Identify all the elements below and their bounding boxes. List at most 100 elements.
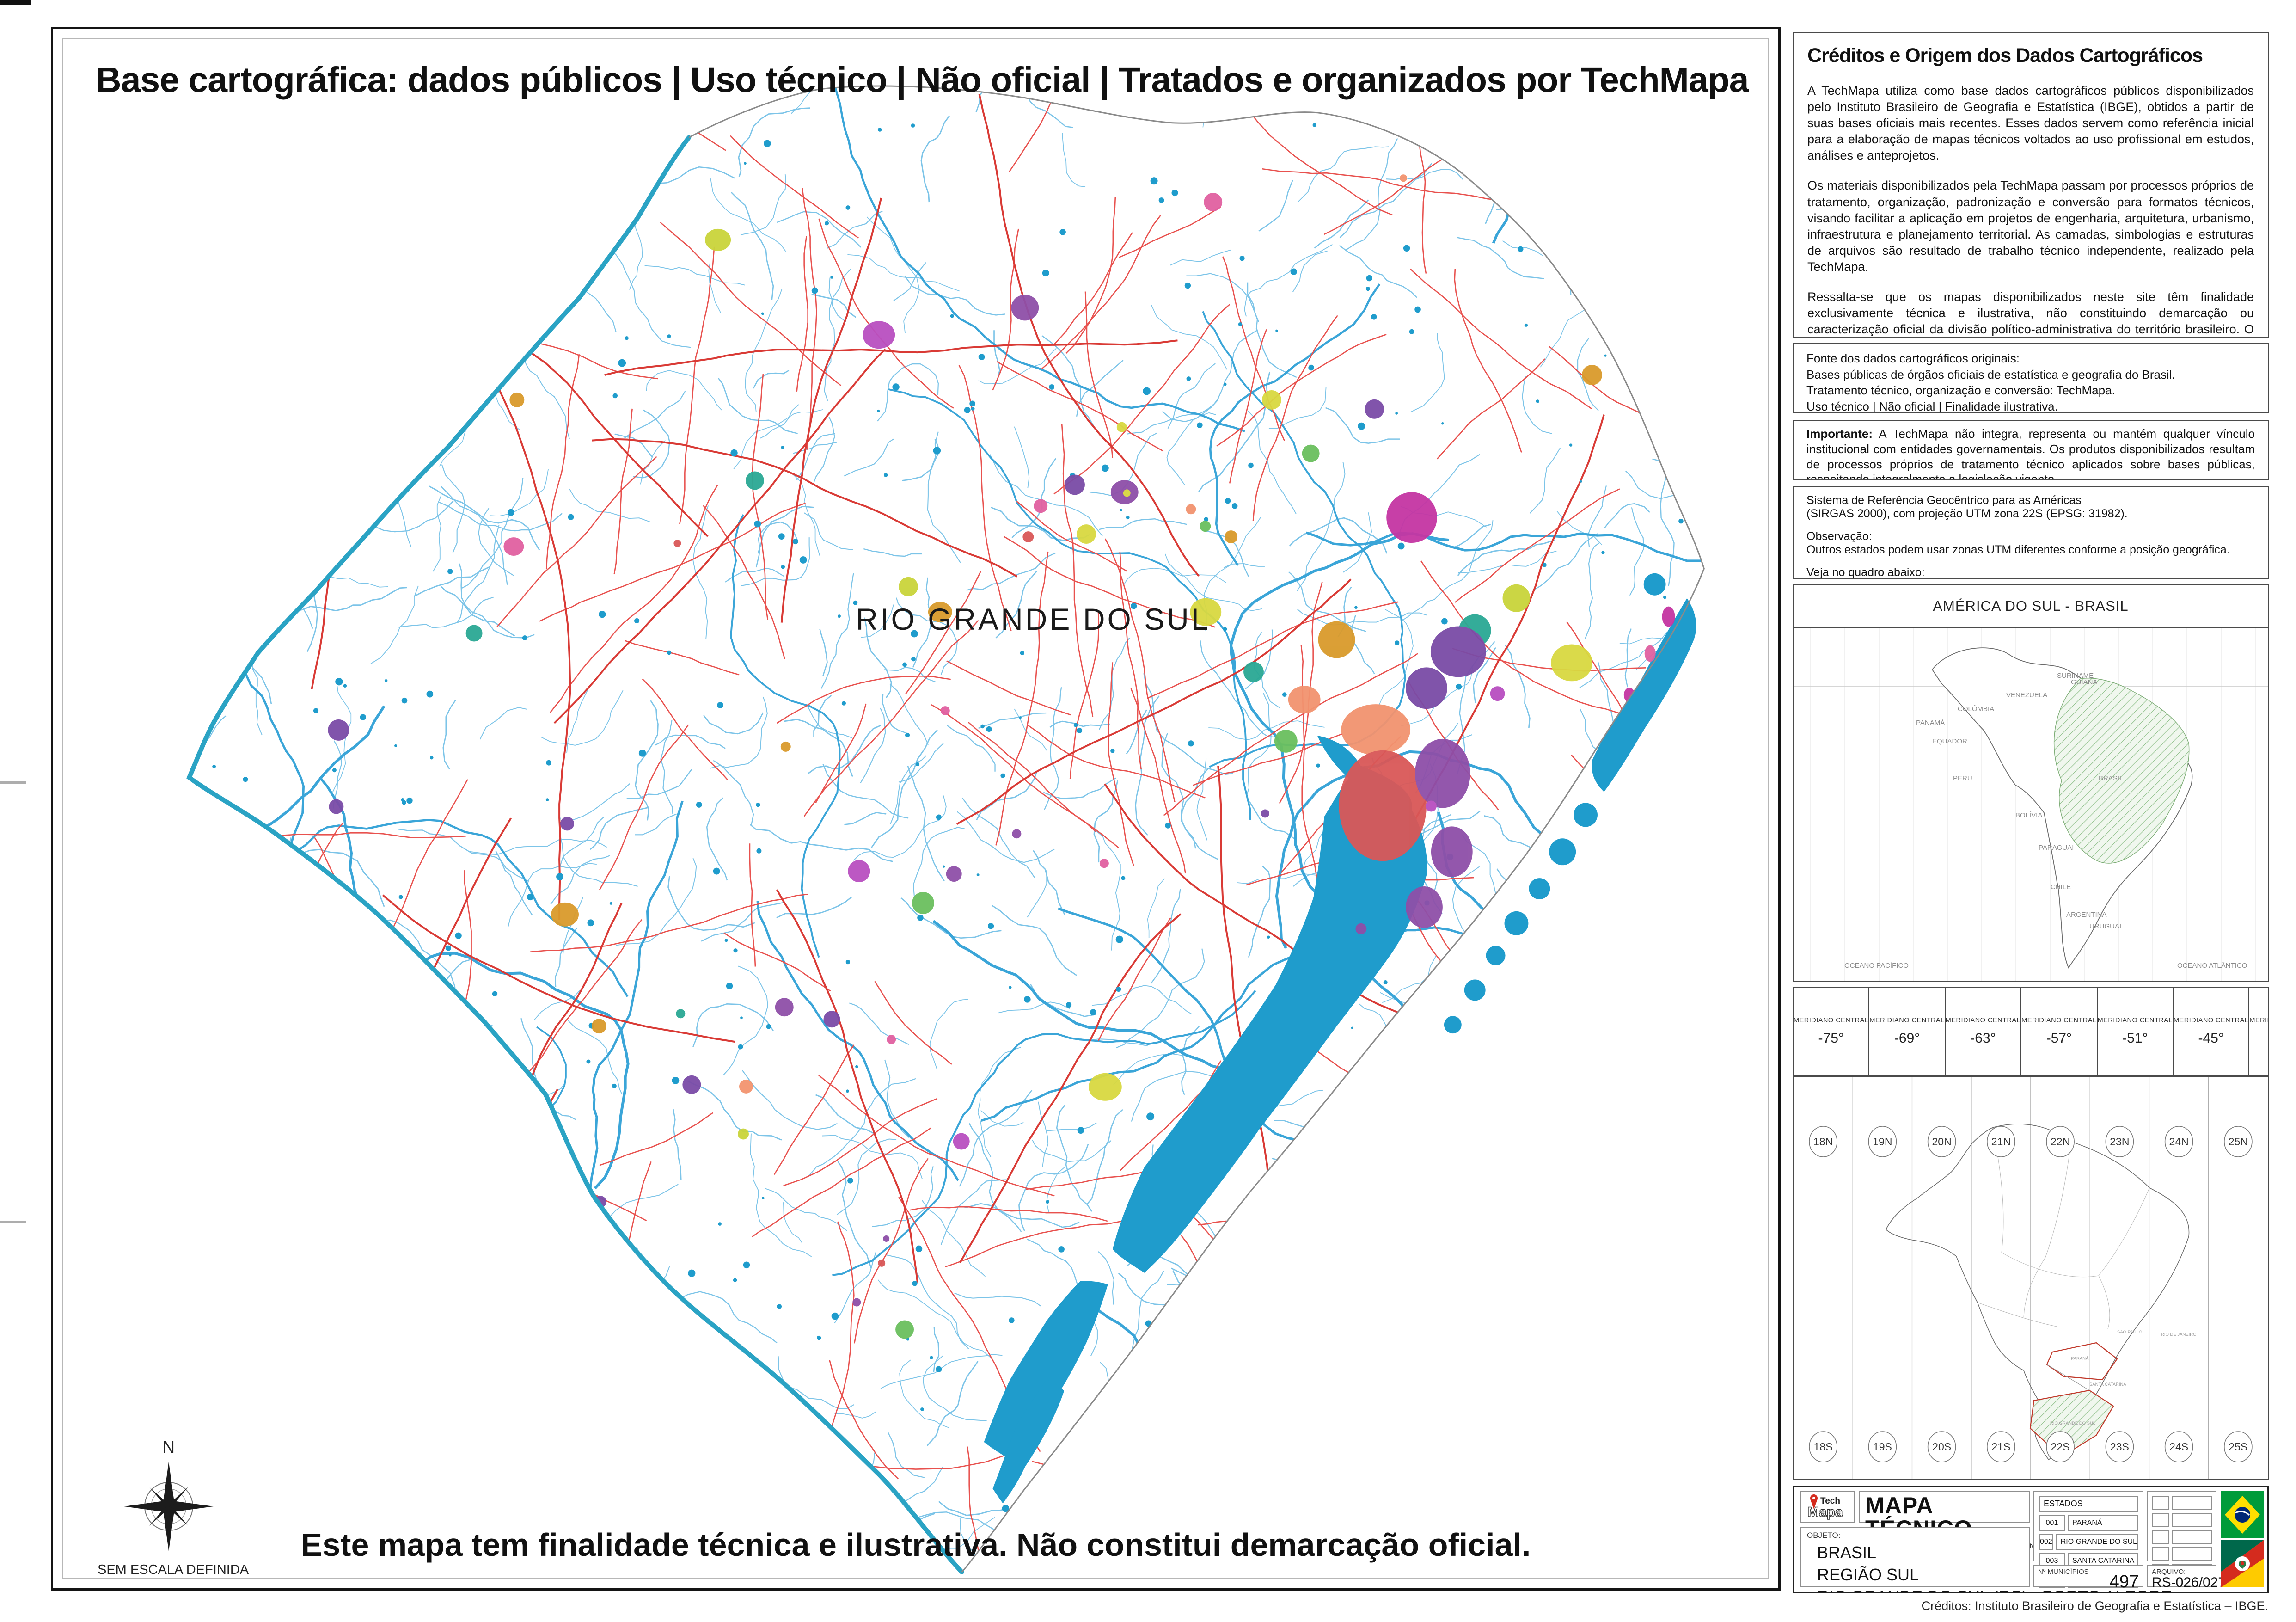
state-label: SÃO PAULO <box>2117 1330 2142 1335</box>
state-label: RIO GRANDE DO SUL <box>2050 1421 2095 1426</box>
estado-name: RIO GRANDE DO SUL <box>2056 1534 2138 1550</box>
objeto-label: OBJETO: <box>1807 1531 1841 1540</box>
source-line: Fonte dos dados cartográficos originais: <box>1806 351 2020 365</box>
utm-zone-label: 20S <box>1932 1441 1951 1453</box>
svg-text:Tech: Tech <box>1820 1496 1840 1506</box>
south-america-title: AMÉRICA DO SUL - BRASIL <box>1794 585 2268 628</box>
empty-cell <box>2172 1547 2212 1561</box>
reference-panel: Sistema de Referência Geocêntrico para a… <box>1793 486 2269 579</box>
estados-header: ESTADOS <box>2039 1496 2138 1512</box>
credits-paragraph: A TechMapa utiliza como base dados carto… <box>1807 84 2254 163</box>
empty-cell <box>2152 1496 2169 1510</box>
credits-paragraphs: A TechMapa utiliza como base dados carto… <box>1807 83 2254 337</box>
utm-zone-label: 18N <box>1813 1136 1833 1148</box>
objeto-box: OBJETO: BRASIL REGIÃO SUL RIO GRANDE DO SU… <box>1800 1527 2172 1592</box>
empty-cell <box>2172 1496 2212 1510</box>
estados-row: 002 RIO GRANDE DO SUL <box>2039 1534 2138 1550</box>
brazil-flag <box>2221 1491 2264 1538</box>
utm-meridian-cell: MERIDIANO CENTRAL-39° <box>2249 988 2268 1075</box>
country-label: CHILE <box>2051 883 2071 891</box>
map-pin-icon: Tech Mapa <box>1807 1494 1843 1520</box>
estados-extra-row <box>2152 1496 2212 1510</box>
south-america-panel: AMÉRICA DO SUL - BRASIL PANAMÁ VENEZUELA C… <box>1793 584 2269 982</box>
objeto-line: REGIÃO SUL <box>1817 1565 1919 1584</box>
country-label: BOLÍVIA <box>2015 811 2042 819</box>
credits-paragraph: Ressalta-se que os mapas disponibilizado… <box>1807 290 2254 337</box>
title-block: Tech Mapa MAPA TÉCNICO Contato: contato@… <box>1793 1486 2269 1593</box>
utm-zone-label: 22S <box>2051 1441 2070 1453</box>
country-label: EQUADOR <box>1932 737 1967 745</box>
utm-meridian-cell: MERIDIANO CENTRAL -51° <box>2098 988 2174 1075</box>
municipios-value: 497 <box>2109 1572 2139 1591</box>
country-label: ARGENTINA <box>2066 911 2107 919</box>
state-label: RIO DE JANEIRO <box>2161 1332 2197 1337</box>
country-label: PANAMÁ <box>1916 719 1945 727</box>
state-border-north-coast <box>688 85 1705 1573</box>
reference-line: (SIRGAS 2000), com projeção UTM zona 22S… <box>1806 507 2128 520</box>
utm-meridian-cell: MERIDIANO CENTRAL -45° <box>2174 988 2250 1075</box>
utm-meridian-label: MERIDIANO CENTRAL <box>1945 1017 2021 1024</box>
utm-meridian-label: MERIDIANO CENTRAL <box>2021 1017 2097 1024</box>
observation-label: Observação: <box>1806 530 1872 543</box>
country-label: OCEANO ATLÂNTICO <box>2177 962 2247 970</box>
source-line: Uso técnico | Não oficial | Finalidade i… <box>1806 399 2058 413</box>
banner-title: Base cartográfica: dados públicos | Uso … <box>96 60 1749 100</box>
scale-note: SEM ESCALA DEFINIDA <box>98 1562 249 1577</box>
source-panel: Fonte dos dados cartográficos originais:… <box>1793 343 2269 413</box>
important-text: Importante: A TechMapa não integra, repr… <box>1806 427 2255 480</box>
country-label: GUIANA <box>2071 678 2098 686</box>
utm-zone-label: 24N <box>2169 1136 2189 1148</box>
utm-meridian-label: MERIDIANO CENTRAL <box>2097 1017 2173 1024</box>
svg-text:Mapa: Mapa <box>1807 1505 1843 1520</box>
estados-extra-column <box>2147 1491 2216 1578</box>
utm-zones-panel: MERIDIANO CENTRAL -75° MERIDIANO CENTRAL -6… <box>1793 987 2269 1480</box>
see-below-text: Veja no quadro abaixo: <box>1806 566 1925 579</box>
utm-zone-label: 24S <box>2169 1441 2188 1453</box>
utm-zone-label: 18S <box>1814 1441 1833 1453</box>
registration-mark <box>0 0 31 5</box>
utm-zone-label: 23N <box>2110 1136 2129 1148</box>
map-state-label: RIO GRANDE DO SUL <box>856 602 1211 636</box>
main-map-inner-border <box>62 38 1769 1579</box>
compass-north-label: N <box>163 1438 175 1456</box>
brazil-zones-map: SÃO PAULO RIO DE JANEIRO PARANÁ SANTA CATAR… <box>1809 1077 2253 1479</box>
credits-paragraph: Os materiais disponibilizados pela TechM… <box>1807 178 2254 274</box>
utm-meridian-label: MERIDIANO CENTRAL <box>1794 1017 1869 1024</box>
source-line: Tratamento técnico, organização e conver… <box>1806 383 2115 398</box>
country-label: SURINAME <box>2057 672 2094 680</box>
country-label: COLÔMBIA <box>1958 705 1994 713</box>
country-label: OCEANO PACÍFICO <box>1844 962 1909 970</box>
utm-meridian-cell: MERIDIANO CENTRAL -75° <box>1794 988 1870 1075</box>
utm-meridian-row: MERIDIANO CENTRAL -75° MERIDIANO CENTRAL -6… <box>1794 988 2268 1077</box>
empty-cell <box>2152 1547 2169 1561</box>
utm-meridian-cell: MERIDIANO CENTRAL -69° <box>1869 988 1946 1075</box>
compass-rose-icon <box>124 1462 214 1551</box>
utm-meridian-value: -63° <box>1970 1031 1996 1046</box>
main-map-frame: Base cartográfica: dados públicos | Uso … <box>51 27 1781 1591</box>
bottom-statement: Este mapa tem finalidade técnica e ilust… <box>300 1527 1531 1563</box>
coastal-lagoons <box>984 573 1696 1504</box>
estado-name: PARANÁ <box>2068 1515 2138 1531</box>
empty-cell <box>2152 1530 2169 1544</box>
utm-zone-label: 20N <box>1932 1136 1952 1148</box>
estados-row: 001 PARANÁ <box>2039 1515 2138 1531</box>
utm-zone-label: 21S <box>1991 1441 2010 1453</box>
utm-zone-label: 21N <box>1991 1136 2011 1148</box>
techmapa-logo: Tech Mapa <box>1800 1491 1855 1523</box>
estado-code: 002 <box>2039 1534 2053 1550</box>
municipios-label: Nº MUNICÍPIOS <box>2038 1568 2089 1576</box>
estados-extra-row <box>2152 1530 2212 1544</box>
country-label: VENEZUELA <box>2006 691 2047 699</box>
rio-grande-do-sul-flag <box>2221 1540 2264 1587</box>
arquivo-value: RS-026/027 <box>2152 1575 2226 1590</box>
credits-heading: Créditos e Origem dos Dados Cartográfico… <box>1807 44 2203 67</box>
country-label: URUGUAI <box>2089 922 2121 930</box>
objeto-line: RIO GRANDE DO SUL (RS) - PORTO ALEGRE <box>1817 1587 2172 1592</box>
brand-box: MAPA TÉCNICO Contato: contato@techmapa.c… <box>1859 1491 2088 1550</box>
arquivo-box: ARQUIVO: RS-026/027 <box>2147 1565 2226 1590</box>
utm-meridian-cell: MERIDIANO CENTRAL -57° <box>2021 988 2098 1075</box>
utm-meridian-cell: MERIDIANO CENTRAL -63° <box>1945 988 2022 1075</box>
empty-cell <box>2152 1513 2169 1527</box>
estados-extra-row <box>2152 1547 2212 1561</box>
